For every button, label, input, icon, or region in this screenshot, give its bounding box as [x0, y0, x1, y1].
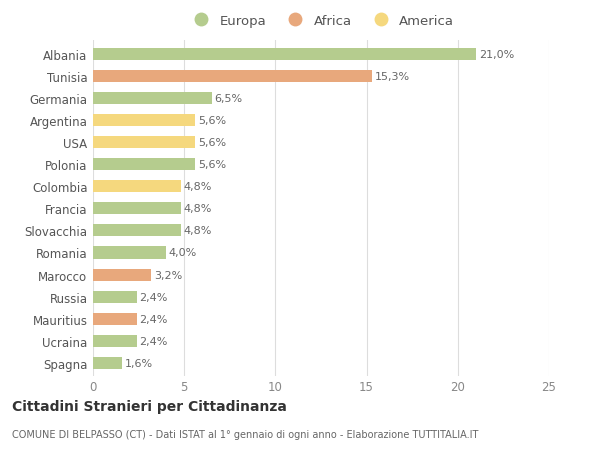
Bar	[93, 71, 372, 83]
Text: 4,0%: 4,0%	[169, 248, 197, 258]
Text: 2,4%: 2,4%	[140, 292, 168, 302]
Bar	[93, 93, 212, 105]
Bar	[93, 203, 181, 215]
Bar	[93, 181, 181, 193]
Text: 15,3%: 15,3%	[375, 72, 410, 82]
Text: 2,4%: 2,4%	[140, 336, 168, 346]
Bar	[93, 115, 195, 127]
Bar	[93, 247, 166, 259]
Bar	[93, 137, 195, 149]
Text: COMUNE DI BELPASSO (CT) - Dati ISTAT al 1° gennaio di ogni anno - Elaborazione T: COMUNE DI BELPASSO (CT) - Dati ISTAT al …	[12, 429, 478, 439]
Bar	[93, 291, 137, 303]
Text: 6,5%: 6,5%	[214, 94, 242, 104]
Text: 2,4%: 2,4%	[140, 314, 168, 324]
Legend: Europa, Africa, America: Europa, Africa, America	[182, 9, 460, 33]
Bar	[93, 335, 137, 347]
Text: Cittadini Stranieri per Cittadinanza: Cittadini Stranieri per Cittadinanza	[12, 399, 287, 413]
Text: 4,8%: 4,8%	[183, 204, 212, 214]
Text: 4,8%: 4,8%	[183, 226, 212, 236]
Text: 5,6%: 5,6%	[198, 160, 226, 170]
Bar	[93, 225, 181, 237]
Text: 5,6%: 5,6%	[198, 138, 226, 148]
Text: 3,2%: 3,2%	[154, 270, 182, 280]
Bar	[93, 159, 195, 171]
Bar	[93, 269, 151, 281]
Text: 5,6%: 5,6%	[198, 116, 226, 126]
Bar	[93, 357, 122, 369]
Bar	[93, 49, 476, 61]
Bar	[93, 313, 137, 325]
Text: 4,8%: 4,8%	[183, 182, 212, 192]
Text: 21,0%: 21,0%	[479, 50, 514, 60]
Text: 1,6%: 1,6%	[125, 358, 153, 368]
